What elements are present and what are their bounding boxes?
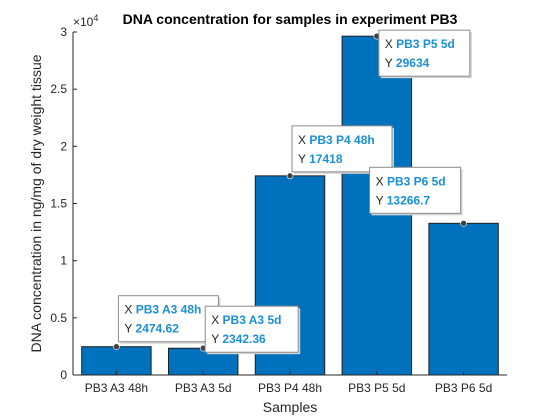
datatip-marker-3[interactable] <box>286 172 294 180</box>
bar-1[interactable] <box>81 346 152 376</box>
datatip-y-row: Y 17418 <box>298 152 343 166</box>
datatip-x-row: X PB3 A3 5d <box>211 313 281 327</box>
datatip-y-value: 13266.7 <box>387 193 431 207</box>
x-axis-label: Samples <box>263 399 317 415</box>
datatip-x-row: X PB3 P5 5d <box>385 37 455 51</box>
datatip-y-value: 2474.62 <box>136 322 180 336</box>
datatip-y-key: Y <box>211 332 222 346</box>
x-tick-label: PB3 P5 5d <box>348 381 405 395</box>
datatip-box <box>378 29 471 77</box>
datatip-x-key: X <box>211 313 222 327</box>
datatip-x-key: X <box>124 303 135 317</box>
datatip-2[interactable]: X PB3 A3 5dY 2342.36 <box>204 305 301 355</box>
datatip-x-key: X <box>298 133 309 147</box>
datatip-y-key: Y <box>298 152 309 166</box>
datatip-box <box>204 305 299 353</box>
datatip-y-key: Y <box>385 56 396 70</box>
datatip-x-value: PB3 A3 5d <box>223 313 282 327</box>
x-tick-label: PB3 A3 48h <box>85 381 148 395</box>
y-axis-multiplier-exponent: 4 <box>93 13 98 23</box>
datatip-box <box>369 166 462 214</box>
y-axis-label: DNA concentration in ng/mg of dry weight… <box>28 54 44 352</box>
datatip-4[interactable]: X PB3 P5 5dY 29634 <box>378 29 472 79</box>
datatip-x-value: PB3 P5 5d <box>396 37 455 51</box>
y-tick-label: 1.5 <box>50 197 67 211</box>
datatip-x-key: X <box>385 37 396 51</box>
datatip-x-value: PB3 P6 5d <box>387 174 446 188</box>
datatip-box <box>117 295 219 343</box>
y-tick-label: 1 <box>60 254 67 268</box>
y-tick-label: 3 <box>60 25 67 39</box>
datatip-y-row: Y 2342.36 <box>211 332 266 346</box>
datatip-5[interactable]: X PB3 P6 5dY 13266.7 <box>369 166 463 216</box>
datatip-x-value: PB3 A3 48h <box>136 303 202 317</box>
datatip-y-row: Y 13266.7 <box>376 193 431 207</box>
datatip-y-row: Y 29634 <box>385 56 430 70</box>
datatip-x-key: X <box>376 174 387 188</box>
datatip-x-row: X PB3 P6 5d <box>376 174 446 188</box>
x-tick-label: PB3 P6 5d <box>435 381 492 395</box>
y-tick-label: 2 <box>60 139 67 153</box>
chart-title: DNA concentration for samples in experim… <box>123 11 458 27</box>
bar-5[interactable] <box>428 222 499 376</box>
datatip-x-value: PB3 P4 48h <box>309 133 374 147</box>
x-tick-label: PB3 P4 48h <box>258 381 322 395</box>
datatip-x-row: X PB3 P4 48h <box>298 133 375 147</box>
x-axis-ticks: PB3 A3 48h PB3 A3 5d PB3 P4 48h PB3 P5 5d PB… <box>85 371 492 395</box>
datatip-y-value: 29634 <box>396 56 430 70</box>
y-axis-ticks: 0 0.5 1 1.5 2 2.5 3 <box>50 25 77 382</box>
datatip-x-row: X PB3 A3 48h <box>124 303 201 317</box>
datatip-y-row: Y 2474.62 <box>124 322 179 336</box>
datatip-y-value: 17418 <box>309 152 343 166</box>
datatip-box <box>291 125 393 173</box>
datatip-marker-1[interactable] <box>113 343 120 351</box>
y-axis-multiplier: ×104 <box>73 13 98 29</box>
y-tick-label: 0 <box>60 368 67 382</box>
datatip-y-key: Y <box>124 322 135 336</box>
datatip-y-value: 2342.36 <box>222 332 266 346</box>
x-tick-label: PB3 A3 5d <box>175 381 232 395</box>
datatip-marker-5[interactable] <box>460 220 467 227</box>
y-axis-multiplier-base: ×10 <box>73 15 94 29</box>
y-tick-label: 0.5 <box>50 311 67 325</box>
datatip-y-key: Y <box>376 193 387 207</box>
y-tick-label: 2.5 <box>50 82 67 96</box>
